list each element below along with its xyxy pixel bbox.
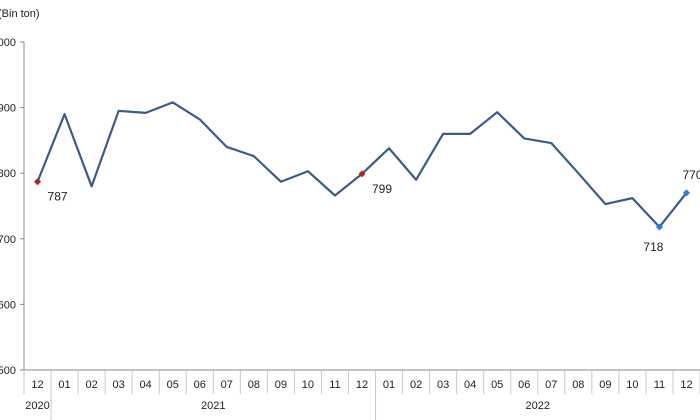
y-axis: 500 600 700 800 900 1000 — [0, 37, 25, 377]
x-tick-label: 11 — [329, 379, 340, 391]
data-label: 799 — [372, 182, 392, 196]
highlight-marker — [358, 170, 366, 178]
x-tick-label: 03 — [437, 379, 449, 391]
highlight-marker — [33, 178, 42, 186]
x-tick-label: 06 — [194, 379, 206, 391]
x-tick-label: 04 — [464, 379, 476, 391]
highlight-marker — [682, 189, 691, 197]
highlight-marker — [655, 223, 663, 231]
y-tick-label: 900 — [0, 103, 16, 115]
x-tick-label: 02 — [410, 379, 422, 391]
year-label: 2020 — [25, 400, 49, 412]
x-tick-label: 05 — [491, 379, 503, 391]
y-tick-label: 700 — [0, 234, 16, 246]
x-tick-label: 04 — [140, 379, 152, 391]
x-tick-label: 11 — [654, 379, 665, 391]
x-tick-label: 02 — [85, 379, 97, 391]
y-tick-label: 600 — [0, 299, 16, 311]
x-tick-label: 07 — [545, 379, 557, 391]
x-tick-label: 09 — [599, 379, 611, 391]
x-tick-label: 01 — [58, 379, 70, 391]
x-tick-label: 09 — [275, 379, 287, 391]
x-axis: 12 01 02 03 04 05 06 07 08 09 10 11 12 01 02 03 04 05 06 07… — [23, 369, 700, 420]
series-line — [36, 101, 688, 229]
x-tick-label: 12 — [680, 379, 692, 391]
x-tick-label: 10 — [302, 379, 314, 391]
series-layer — [36, 101, 688, 229]
data-label: 718 — [643, 240, 663, 254]
x-tick-label: 08 — [572, 379, 584, 391]
y-tick-label: 500 — [0, 365, 16, 377]
unit-label: (Bin ton) — [0, 8, 40, 20]
data-label: 770 — [682, 168, 700, 182]
x-tick-label: 03 — [113, 379, 125, 391]
data-labels: 787 799 718 770 — [33, 168, 700, 254]
y-tick-label: 1000 — [0, 37, 16, 49]
x-tick-label: 07 — [221, 379, 233, 391]
x-tick-label: 12 — [356, 379, 368, 391]
x-tick-label: 10 — [626, 379, 638, 391]
x-tick-label: 06 — [518, 379, 530, 391]
data-label: 787 — [48, 190, 68, 204]
x-tick-label: 01 — [383, 379, 395, 391]
y-tick-label: 800 — [0, 168, 16, 180]
x-tick-label: 12 — [31, 379, 43, 391]
year-label: 2021 — [201, 400, 225, 412]
x-tick-label: 05 — [167, 379, 179, 391]
year-label: 2022 — [526, 400, 550, 412]
x-tick-label: 08 — [248, 379, 260, 391]
